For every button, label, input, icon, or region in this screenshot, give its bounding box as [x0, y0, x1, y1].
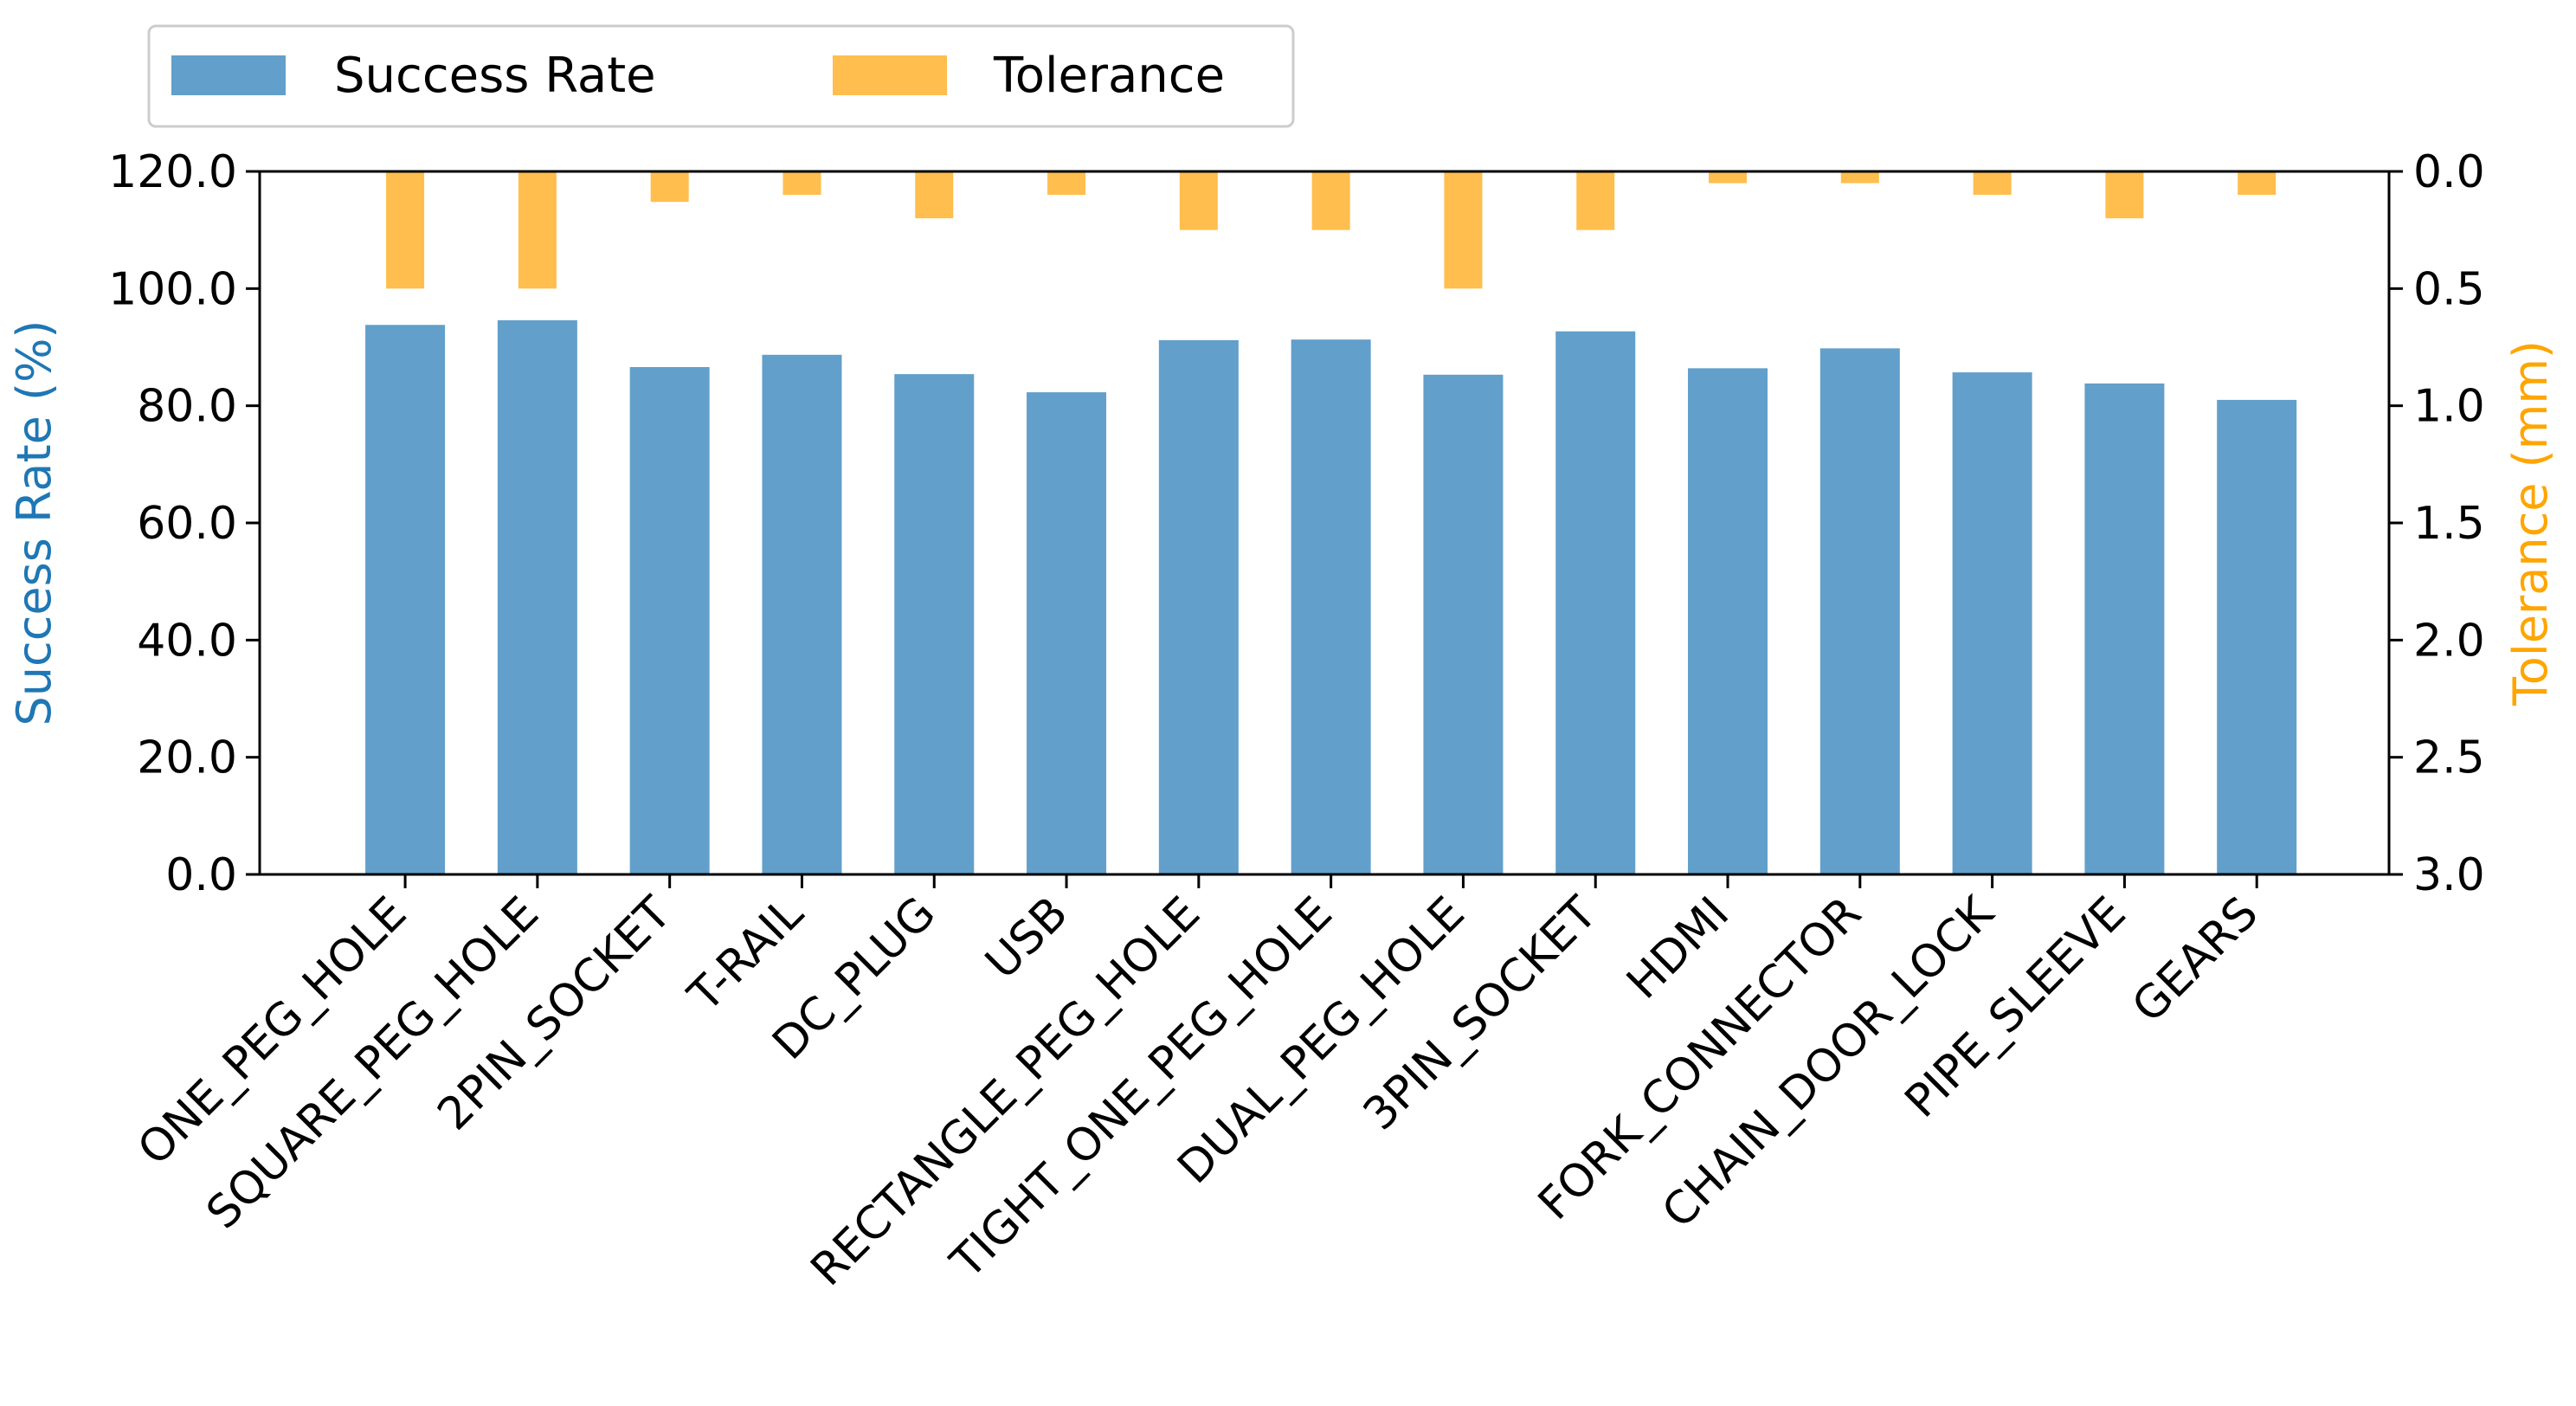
y2-tick-label: 0.0	[2413, 146, 2485, 198]
x-tick-label: HDMI	[1617, 887, 1739, 1009]
success-rate-bar	[2217, 399, 2297, 874]
y-tick-label: 40.0	[137, 615, 237, 667]
tolerance-bar	[1576, 171, 1615, 230]
y2-tick-label: 2.0	[2413, 615, 2485, 667]
success-rate-bar	[1688, 368, 1768, 874]
tolerance-bar	[1444, 171, 1483, 289]
success-rate-bar	[1952, 372, 2032, 874]
tolerance-bar	[386, 171, 425, 289]
right-axis: 0.0 0.5 1.0 1.5 2.0 2.5 3.0	[2389, 146, 2485, 901]
x-tick-label: 3PIN_SOCKET	[1354, 887, 1607, 1141]
tolerance-bar	[650, 171, 689, 203]
x-tick-label: USB	[976, 887, 1078, 990]
legend-swatch-tolerance	[833, 55, 947, 95]
legend: Success Rate Tolerance	[147, 24, 1295, 128]
success-rate-bar	[629, 367, 710, 874]
tolerance-bar	[1311, 171, 1350, 230]
success-rate-bar	[497, 319, 577, 875]
x-tick-label: 2PIN_SOCKET	[428, 887, 681, 1141]
y-tick-label: 0.0	[165, 849, 237, 901]
success-rate-bar	[762, 354, 842, 875]
y2-tick-label: 1.5	[2413, 498, 2485, 550]
y2-tick-label: 3.0	[2413, 849, 2485, 901]
y-tick-label: 20.0	[137, 732, 237, 784]
y-tick-label: 120.0	[108, 146, 237, 198]
tolerance-bar	[1179, 171, 1218, 230]
y-tick-label: 100.0	[108, 263, 237, 315]
tolerance-bar	[1973, 171, 2012, 196]
tolerance-bar	[518, 171, 557, 289]
y2-tick-label: 0.5	[2413, 263, 2485, 315]
tolerance-bar	[2105, 171, 2144, 219]
success-rate-bar	[365, 325, 446, 875]
legend-swatch-success-rate	[171, 55, 286, 95]
tolerance-bar	[1709, 171, 1748, 184]
success-rate-bar	[1158, 339, 1239, 874]
success-rate-bar	[894, 374, 975, 874]
x-axis: ONE_PEG_HOLESQUARE_PEG_HOLE2PIN_SOCKETT-…	[128, 874, 2268, 1296]
tolerance-bar	[2238, 171, 2277, 196]
y2-tick-label: 1.0	[2413, 381, 2485, 433]
tolerance-bar	[915, 171, 954, 219]
tolerance-bar	[1047, 171, 1086, 196]
success-rate-bar	[2084, 383, 2165, 874]
y2-axis-label: Tolerance (mm)	[2503, 340, 2558, 706]
x-tick-label: GEARS	[2122, 887, 2268, 1033]
y-tick-label: 60.0	[137, 498, 237, 550]
y-axis-label: Success Rate (%)	[7, 320, 61, 726]
success-rate-bar	[1819, 348, 1900, 874]
legend-label-success-rate: Success Rate	[334, 48, 656, 104]
y2-tick-label: 2.5	[2413, 732, 2485, 784]
tolerance-bar	[782, 171, 821, 196]
legend-label-tolerance: Tolerance	[993, 48, 1225, 104]
success-rate-bar	[1291, 339, 1371, 874]
success-rate-bar	[1027, 392, 1107, 874]
success-rate-bar	[1423, 374, 1504, 874]
legend-box	[147, 24, 1295, 128]
success-rate-bar	[1555, 331, 1636, 875]
tolerance-bars	[386, 171, 2277, 289]
left-axis: 0.0 20.0 40.0 60.0 80.0 100.0 120.0	[108, 146, 260, 901]
tolerance-bar	[1840, 171, 1879, 184]
y-tick-label: 80.0	[137, 381, 237, 433]
success-rate-bars	[365, 319, 2297, 875]
